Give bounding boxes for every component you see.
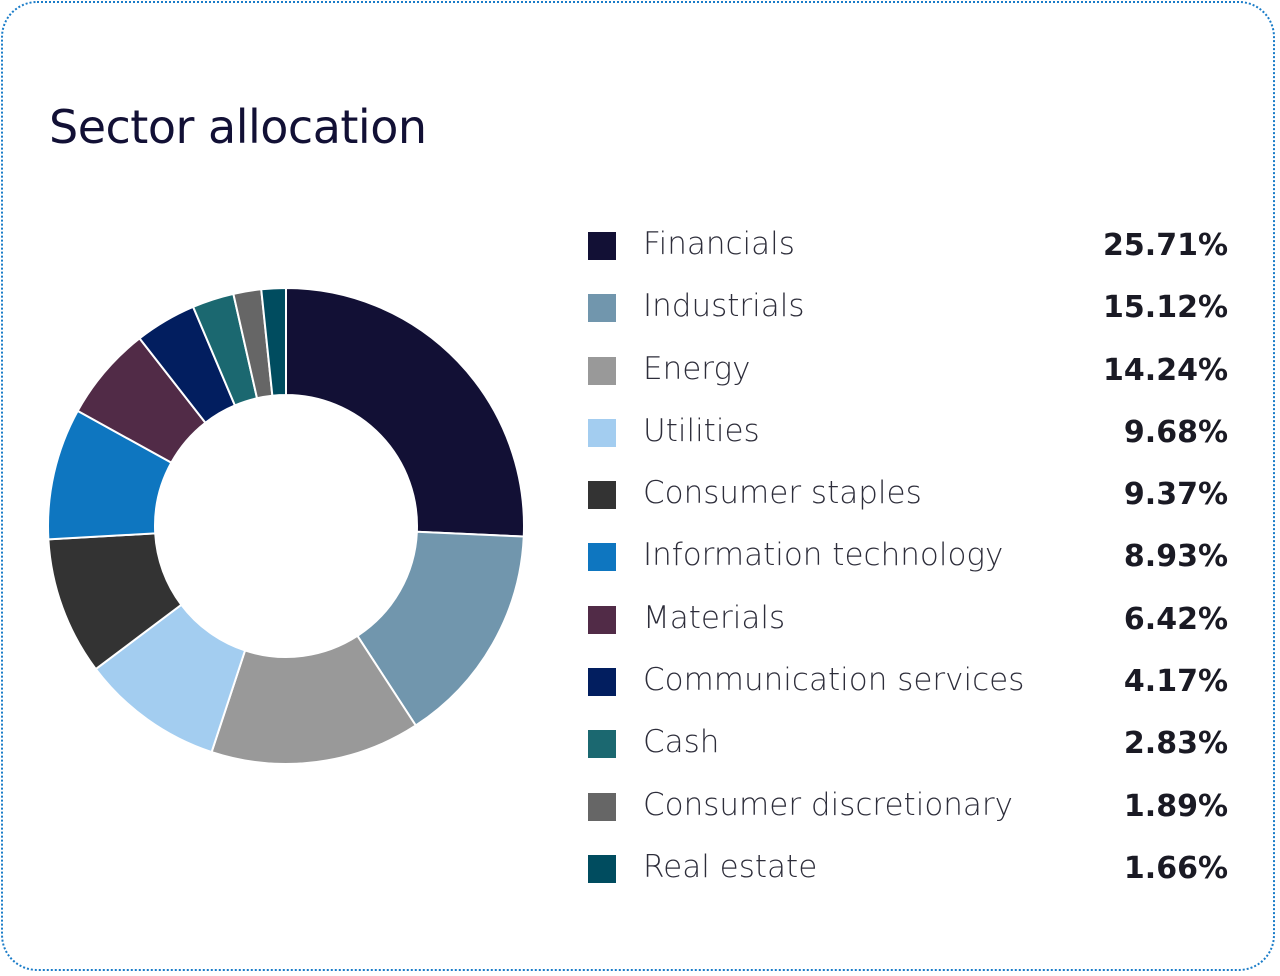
- legend-label: Energy: [643, 350, 751, 387]
- legend-label: Industrials: [643, 288, 805, 325]
- legend-label: Cash: [643, 724, 720, 761]
- legend-swatch: [588, 481, 616, 510]
- legend-swatch: [588, 232, 616, 260]
- legend-label: Real estate: [643, 848, 818, 885]
- legend-swatch: [588, 294, 616, 323]
- chart-title: Sector allocation: [49, 100, 427, 154]
- legend-swatch: [588, 854, 616, 883]
- legend-item: Information technology 8.93%: [588, 533, 1228, 595]
- legend-value: 8.93%: [1123, 539, 1228, 575]
- legend-item: Materials 6.42%: [588, 596, 1228, 658]
- legend-value: 9.68%: [1123, 414, 1228, 450]
- donut-chart: [47, 286, 525, 765]
- legend-item: Cash 2.83%: [588, 720, 1228, 782]
- legend-label: Utilities: [643, 412, 760, 449]
- legend-item: Real estate 1.66%: [588, 845, 1228, 907]
- legend-item: Consumer discretionary 1.89%: [588, 783, 1228, 845]
- legend-value: 4.17%: [1123, 664, 1228, 700]
- legend-value: 6.42%: [1123, 601, 1228, 637]
- legend-item: Communication services 4.17%: [588, 658, 1228, 720]
- legend: Financials 25.71% Industrials 15.12% Ene…: [588, 222, 1228, 907]
- legend-item: Financials 25.71%: [588, 222, 1228, 284]
- legend-item: Industrials 15.12%: [588, 284, 1228, 346]
- legend-swatch: [588, 543, 616, 572]
- legend-value: 25.71%: [1103, 228, 1228, 263]
- legend-value: 2.83%: [1123, 726, 1228, 762]
- legend-item: Energy 14.24%: [588, 347, 1228, 409]
- donut-slice-real-estate: [260, 286, 287, 397]
- legend-swatch: [588, 668, 616, 697]
- legend-item: Consumer staples 9.37%: [588, 471, 1228, 533]
- legend-label: Consumer discretionary: [643, 786, 1014, 823]
- legend-swatch: [588, 605, 616, 634]
- legend-label: Communication services: [643, 662, 1025, 699]
- legend-swatch: [588, 418, 616, 447]
- legend-label: Financials: [643, 226, 795, 262]
- legend-value: 9.37%: [1123, 477, 1228, 513]
- legend-item: Utilities 9.68%: [588, 409, 1228, 471]
- donut-slice-financials: [285, 286, 525, 538]
- legend-label: Consumer staples: [643, 475, 922, 512]
- legend-value: 1.89%: [1123, 788, 1228, 824]
- legend-value: 15.12%: [1103, 290, 1228, 326]
- legend-label: Information technology: [643, 537, 1004, 574]
- legend-swatch: [588, 792, 616, 821]
- legend-value: 1.66%: [1123, 850, 1228, 886]
- legend-value: 14.24%: [1103, 352, 1228, 388]
- legend-swatch: [588, 356, 616, 385]
- legend-swatch: [588, 730, 616, 759]
- legend-label: Materials: [643, 599, 786, 636]
